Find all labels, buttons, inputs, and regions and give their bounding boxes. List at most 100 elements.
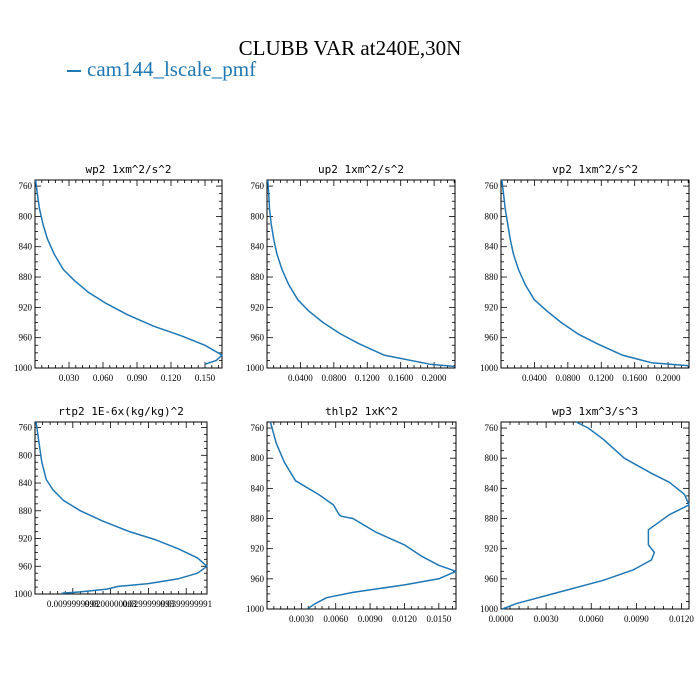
y-tick-label: 840 (251, 242, 265, 252)
y-tick-label: 760 (485, 181, 499, 191)
panel-1: wp2 1xm^2/s^2 760 800 840 880 920 960 1000 0.030… (14, 163, 223, 383)
x-tick-label: 0.060 (93, 373, 114, 383)
panel-title: wp2 1xm^2/s^2 (85, 163, 171, 176)
x-tick-label: 0.0399999991 (160, 599, 212, 609)
panel-5: thlp2 1xK^2 760 800 840 880 920 960 1000 0.0030 0… (246, 405, 457, 624)
panel-2: up2 1xm^2/s^2 760 800 840 880 920 960 1000 0.040… (246, 163, 456, 383)
x-tick-label: 0.1600 (622, 373, 647, 383)
y-tick-label: 840 (485, 242, 499, 252)
y-tick-label: 800 (19, 450, 33, 460)
x-tick-label: 0.0120 (669, 614, 694, 624)
x-tick-label: 0.0090 (358, 614, 383, 624)
y-tick-label: 920 (19, 534, 33, 544)
panel-title: vp2 1xm^2/s^2 (552, 163, 638, 176)
y-tick-label: 800 (251, 211, 265, 221)
y-tick-label: 960 (485, 574, 499, 584)
plot-frame (34, 179, 223, 369)
x-tick-label: 0.0060 (579, 614, 604, 624)
panel-title: thlp2 1xK^2 (325, 405, 398, 418)
y-tick-label: 840 (19, 478, 33, 488)
y-tick-label: 800 (485, 211, 499, 221)
x-tick-label: 0.0400 (288, 373, 313, 383)
y-tick-label: 1000 (246, 604, 265, 614)
x-tick-label: 0.0030 (534, 614, 559, 624)
x-tick-label: 0.0000 (489, 614, 514, 624)
y-tick-label: 960 (251, 333, 265, 343)
y-tick-label: 760 (19, 181, 33, 191)
legend: cam144_lscale_pmf (67, 57, 256, 82)
y-tick-label: 880 (485, 514, 499, 524)
x-tick-label: 0.0030 (289, 614, 314, 624)
plot-frame (500, 179, 690, 369)
y-tick-label: 760 (251, 181, 265, 191)
panel-title: wp3 1xm^3/s^3 (552, 405, 638, 418)
legend-line-swatch (67, 70, 81, 73)
chart-title: CLUBB VAR at240E,30N (238, 36, 462, 60)
x-tick-label: 0.0299999993 (123, 599, 175, 609)
y-tick-label: 920 (19, 302, 33, 312)
panel-3: vp2 1xm^2/s^2 760 800 840 880 920 960 1000 0.040… (480, 163, 690, 383)
series-line (35, 421, 208, 595)
y-tick-label: 880 (251, 272, 265, 282)
x-tick-label: 0.120 (161, 373, 182, 383)
x-tick-label: 0.150 (195, 373, 216, 383)
y-tick-label: 920 (251, 302, 265, 312)
series-line (267, 179, 456, 368)
panel-6: wp3 1xm^3/s^3 760 800 840 880 920 960 10000.000… (480, 405, 694, 624)
series-line (502, 421, 690, 610)
panel-title: up2 1xm^2/s^2 (318, 163, 404, 176)
y-tick-label: 1000 (246, 363, 265, 373)
y-tick-label: 1000 (14, 363, 33, 373)
y-tick-label: 840 (485, 483, 499, 493)
x-tick-label: 0.0800 (555, 373, 580, 383)
y-tick-label: 920 (485, 302, 499, 312)
y-tick-label: 800 (251, 453, 265, 463)
y-tick-label: 800 (19, 211, 33, 221)
y-tick-label: 1000 (14, 589, 33, 599)
x-tick-label: 0.2000 (422, 373, 447, 383)
y-tick-label: 880 (485, 272, 499, 282)
x-tick-label: 0.0060 (323, 614, 348, 624)
y-tick-label: 840 (251, 483, 265, 493)
x-tick-label: 0.0099999998 (47, 599, 99, 609)
x-tick-label: 0.1200 (355, 373, 380, 383)
y-tick-label: 960 (19, 561, 33, 571)
series-line (501, 179, 690, 367)
series-line (269, 421, 457, 609)
panel-4: rtp2 1E-6x(kg/kg)^2 760 800 840 880 920 960 100… (14, 405, 212, 609)
y-tick-label: 960 (19, 333, 33, 343)
y-tick-label: 800 (485, 453, 499, 463)
y-tick-label: 1000 (480, 363, 499, 373)
x-tick-label: 0.0120 (392, 614, 417, 624)
plot-frame (34, 421, 208, 595)
plot-frame (500, 421, 690, 610)
x-tick-label: 0.030 (59, 373, 80, 383)
y-tick-label: 920 (485, 544, 499, 554)
y-tick-label: 960 (251, 574, 265, 584)
y-tick-label: 760 (485, 423, 499, 433)
y-tick-label: 920 (251, 544, 265, 554)
x-tick-label: 0.090 (127, 373, 148, 383)
y-tick-label: 880 (19, 272, 33, 282)
x-tick-label: 0.0200000003 (85, 599, 137, 609)
y-tick-label: 760 (251, 423, 265, 433)
y-tick-label: 840 (19, 242, 33, 252)
x-tick-label: 0.1600 (388, 373, 413, 383)
plot-frame (266, 421, 457, 610)
x-tick-label: 0.0800 (321, 373, 346, 383)
y-tick-label: 1000 (480, 604, 499, 614)
legend-label: cam144_lscale_pmf (87, 57, 257, 81)
panel-title: rtp2 1E-6x(kg/kg)^2 (58, 405, 184, 418)
plot-frame (266, 179, 456, 369)
series-line (34, 179, 223, 365)
x-tick-label: 0.2000 (656, 373, 681, 383)
x-tick-label: 0.1200 (589, 373, 614, 383)
x-tick-label: 0.0400 (522, 373, 547, 383)
y-tick-label: 880 (19, 506, 33, 516)
y-tick-label: 880 (251, 514, 265, 524)
x-tick-label: 0.0150 (426, 614, 451, 624)
y-tick-label: 760 (19, 423, 33, 433)
x-tick-label: 0.0090 (624, 614, 649, 624)
y-tick-label: 960 (485, 333, 499, 343)
